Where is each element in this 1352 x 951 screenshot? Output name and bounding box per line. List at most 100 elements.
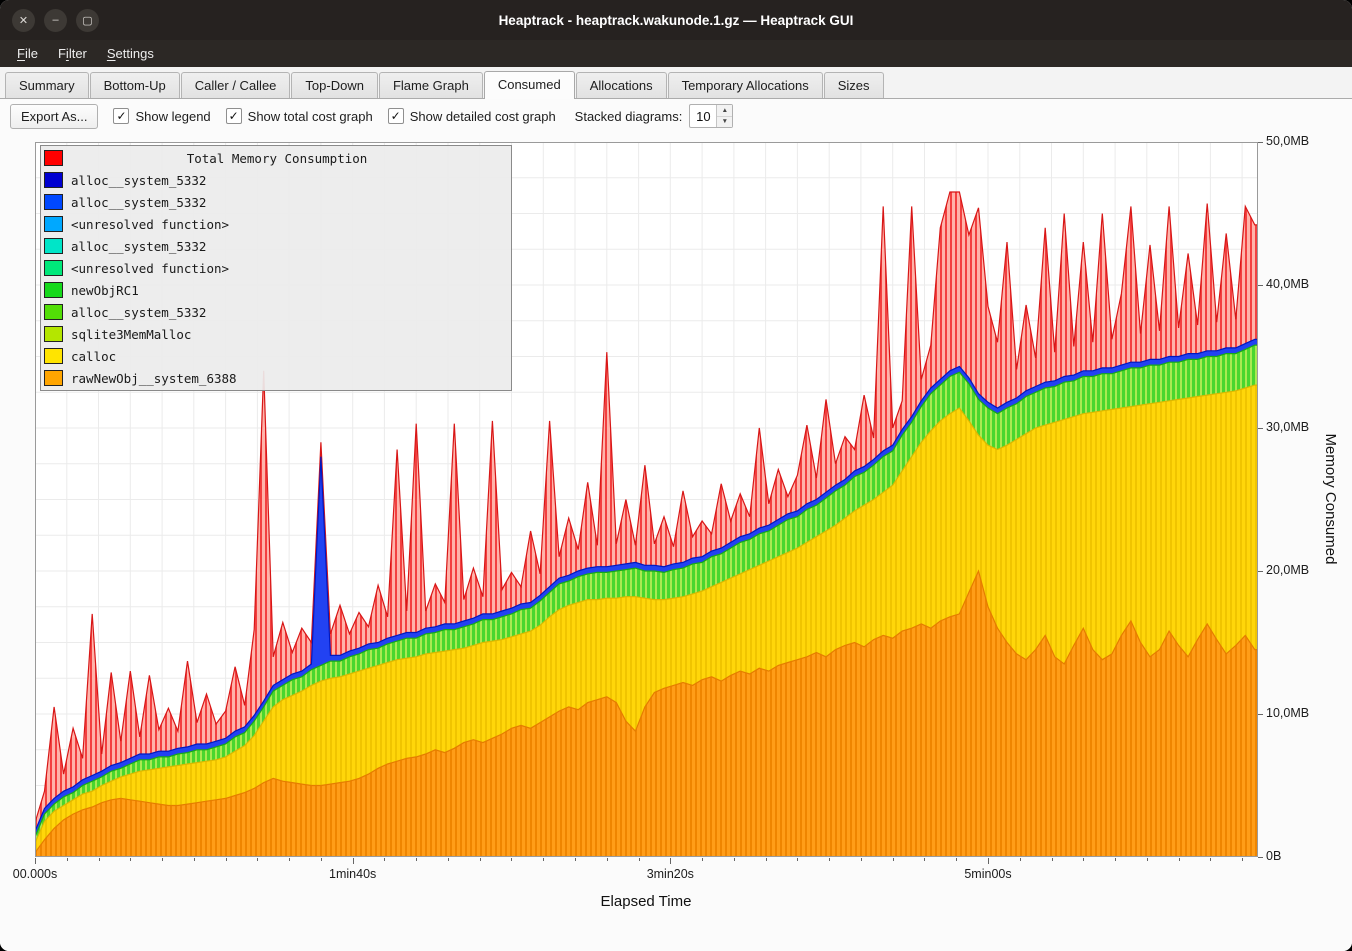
checkbox-indicator: ✓: [113, 108, 129, 124]
x-tick-mark: [543, 858, 544, 861]
y-tick-mark: [1258, 142, 1263, 143]
legend-item: alloc__system_5332: [43, 191, 509, 213]
x-tick-mark: [670, 858, 671, 864]
legend-item-label: alloc__system_5332: [71, 173, 206, 188]
legend-item: calloc: [43, 345, 509, 367]
titlebar[interactable]: ✕ – ▢ Heaptrack - heaptrack.wakunode.1.g…: [0, 0, 1352, 40]
legend-item-label: alloc__system_5332: [71, 305, 206, 320]
export-as-button[interactable]: Export As...: [10, 104, 98, 129]
x-tick-mark: [289, 858, 290, 861]
x-tick-mark: [797, 858, 798, 861]
y-tick-label: 0B: [1266, 849, 1281, 863]
checkbox-label: Show total cost graph: [248, 109, 373, 124]
checkbox-show-legend[interactable]: ✓Show legend: [113, 108, 210, 124]
x-tick-mark: [1210, 858, 1211, 861]
y-tick-label: 30,0MB: [1266, 420, 1309, 434]
legend-item-label: alloc__system_5332: [71, 195, 206, 210]
x-tick-mark: [130, 858, 131, 861]
x-tick-mark: [988, 858, 989, 864]
x-tick-mark: [861, 858, 862, 861]
maximize-button[interactable]: ▢: [76, 9, 99, 32]
legend-item-label: rawNewObj__system_6388: [71, 371, 237, 386]
menu-item-filter[interactable]: Filter: [49, 42, 96, 65]
x-tick-mark: [194, 858, 195, 861]
x-tick-mark: [257, 858, 258, 861]
tab-top-down[interactable]: Top-Down: [291, 72, 378, 98]
stacked-diagrams-label: Stacked diagrams:: [575, 109, 683, 124]
x-tick-mark: [607, 858, 608, 861]
tab-summary[interactable]: Summary: [5, 72, 89, 98]
legend-color-swatch: [44, 194, 63, 210]
y-tick-label: 10,0MB: [1266, 706, 1309, 720]
y-tick-mark: [1258, 428, 1263, 429]
minimize-icon: –: [52, 14, 58, 26]
x-tick-mark: [575, 858, 576, 861]
x-tick-mark: [1020, 858, 1021, 861]
y-tick-label: 20,0MB: [1266, 563, 1309, 577]
menu-item-file[interactable]: File: [8, 42, 47, 65]
tab-caller-callee[interactable]: Caller / Callee: [181, 72, 291, 98]
y-tick-mark: [1258, 714, 1263, 715]
legend-color-swatch: [44, 304, 63, 320]
x-tick-mark: [480, 858, 481, 861]
tab-bottom-up[interactable]: Bottom-Up: [90, 72, 180, 98]
x-tick-mark: [416, 858, 417, 861]
spin-down-icon: ▼: [722, 118, 728, 125]
spin-up-icon: ▲: [722, 107, 728, 114]
tab-allocations[interactable]: Allocations: [576, 72, 667, 98]
tab-flame-graph[interactable]: Flame Graph: [379, 72, 483, 98]
tab-sizes[interactable]: Sizes: [824, 72, 884, 98]
chart-legend: Total Memory Consumption alloc__system_5…: [40, 145, 512, 391]
tab-temporary-allocations[interactable]: Temporary Allocations: [668, 72, 823, 98]
x-tick-mark: [1115, 858, 1116, 861]
menubar: FileFilterSettings: [0, 40, 1352, 67]
spin-down-button[interactable]: ▼: [717, 117, 732, 128]
legend-color-swatch: [44, 238, 63, 254]
legend-item-label: <unresolved function>: [71, 217, 229, 232]
y-tick-mark: [1258, 571, 1263, 572]
toolbar-checkboxes: ✓Show legend✓Show total cost graph✓Show …: [113, 108, 555, 124]
x-tick-mark: [924, 858, 925, 861]
legend-color-swatch: [44, 150, 63, 166]
y-tick-mark: [1258, 857, 1263, 858]
x-tick-label: 3min20s: [647, 867, 694, 881]
chart-toolbar: Export As... ✓Show legend✓Show total cos…: [0, 99, 1352, 133]
legend-item: alloc__system_5332: [43, 169, 509, 191]
tab-consumed[interactable]: Consumed: [484, 71, 575, 99]
checkbox-show-detailed-cost-graph[interactable]: ✓ Show detailed cost graph: [388, 108, 556, 124]
x-tick-mark: [639, 858, 640, 861]
spin-up-button[interactable]: ▲: [717, 105, 732, 117]
legend-color-swatch: [44, 326, 63, 342]
x-tick-mark: [1083, 858, 1084, 861]
spinbox-buttons: ▲ ▼: [716, 105, 732, 127]
x-tick-mark: [511, 858, 512, 861]
menu-item-settings[interactable]: Settings: [98, 42, 163, 65]
legend-color-swatch: [44, 216, 63, 232]
plot-area[interactable]: Total Memory Consumption alloc__system_5…: [35, 142, 1258, 857]
minimize-button[interactable]: –: [44, 9, 67, 32]
x-tick-mark: [448, 858, 449, 861]
checkbox-show-total-cost-graph[interactable]: ✓Show total cost graph: [226, 108, 373, 124]
x-tick-label: 1min40s: [329, 867, 376, 881]
legend-item: <unresolved function>: [43, 213, 509, 235]
stacked-diagrams-value: 10: [690, 105, 716, 127]
legend-item: rawNewObj__system_6388: [43, 367, 509, 389]
check-icon: ✓: [116, 110, 126, 122]
checkbox-label: Show detailed cost graph: [410, 109, 556, 124]
x-tick-mark: [226, 858, 227, 861]
x-tick-mark: [702, 858, 703, 861]
x-tick-mark: [162, 858, 163, 861]
maximize-icon: ▢: [82, 14, 92, 27]
x-tick-mark: [829, 858, 830, 861]
x-tick-mark: [1179, 858, 1180, 861]
legend-item: <unresolved function>: [43, 257, 509, 279]
x-tick-label: 00.000s: [13, 867, 57, 881]
x-tick-mark: [321, 858, 322, 861]
x-tick-mark: [35, 858, 36, 864]
y-tick-label: 50,0MB: [1266, 134, 1309, 148]
check-icon: ✓: [391, 110, 401, 122]
x-tick-mark: [766, 858, 767, 861]
close-button[interactable]: ✕: [12, 9, 35, 32]
stacked-diagrams-spinbox[interactable]: 10 ▲ ▼: [689, 104, 733, 128]
y-tick-mark: [1258, 285, 1263, 286]
